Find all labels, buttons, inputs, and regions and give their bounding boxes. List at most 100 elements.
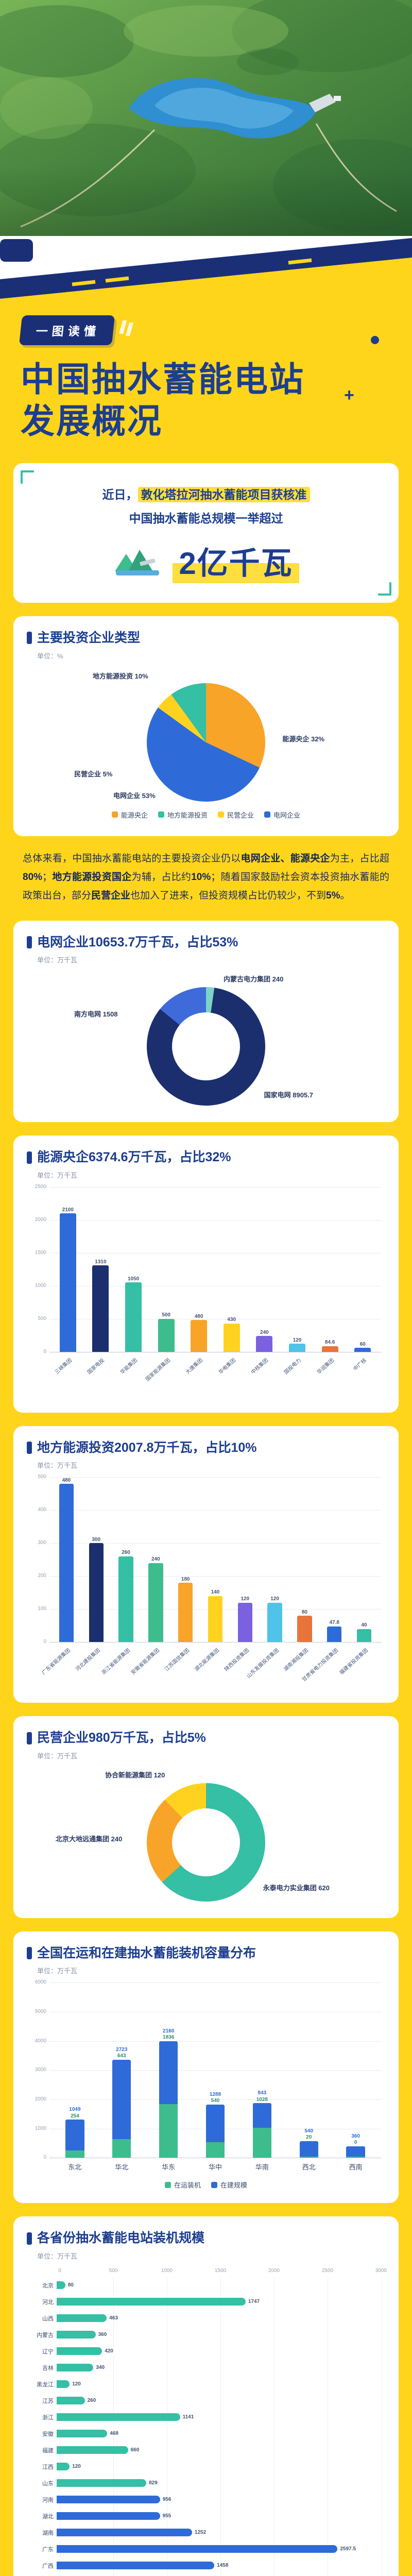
bar-group: 240 (144, 1556, 167, 1642)
bar-track: 1141 (57, 2413, 381, 2421)
legend-label: 电网企业 (273, 811, 301, 819)
category-axis: 东北 华北 华东 华中 华南 西北 西南 (49, 2158, 381, 2172)
gridline (49, 1576, 381, 1577)
bullet-decoration (27, 1151, 32, 1164)
legend-item: 民营企业 (218, 810, 254, 820)
row-label: 浙江 (42, 2414, 54, 2421)
section-title: 全国在运和在建抽水蓄能装机容量分布 (27, 1945, 385, 1962)
legend-label: 在运装机 (174, 2181, 201, 2190)
bar-value: 84.6 (324, 1340, 335, 1346)
category-label-text: 国家能源集团 (144, 1357, 171, 1383)
national-distribution-card: 全国在运和在建抽水蓄能装机容量分布 单位：万千瓦 0 1000 2000 3000 40… (13, 1931, 399, 2204)
category-label: 西北 (288, 2158, 329, 2172)
bar (57, 2413, 180, 2421)
row-label: 河南 (42, 2497, 54, 2503)
bar-value: 500 (162, 1312, 170, 1318)
category-label: 华电集团 (218, 1352, 245, 1399)
unit-label: 单位：万千瓦 (37, 1967, 78, 1975)
bar-track: 660 (57, 2446, 381, 2454)
legend-item: 电网企业 (264, 810, 300, 820)
bar-value-top: 1049 (69, 2107, 81, 2113)
category-label-text: 东北 (68, 2163, 82, 2172)
legend-swatch (211, 2181, 217, 2188)
bar-row: 北京 80 (27, 2277, 385, 2294)
hero-photo (0, 0, 412, 237)
bar-track: 468 (57, 2430, 381, 2438)
bars-row: 2100 1310 1050 500 480 430 240 120 84.6 60 (49, 1187, 381, 1352)
bar-value: 120 (72, 2381, 81, 2387)
bar (158, 1318, 175, 1352)
bar (57, 2314, 107, 2323)
axis-tick: 0 (43, 2155, 46, 2161)
bar-track: 956 (57, 2496, 381, 2504)
bar-track: 829 (57, 2479, 381, 2487)
bar-group: 47.8 (322, 1620, 346, 1642)
bar-value: 1747 (248, 2299, 260, 2305)
category-label-text: 华中 (209, 2163, 222, 2172)
row-label: 河北 (42, 2299, 54, 2306)
summary-segment: 为主，占比超 (330, 853, 389, 864)
summary-segment: 。 (340, 890, 350, 901)
ribbon-decoration (0, 236, 412, 308)
bar-value: 829 (149, 2480, 158, 2486)
legend-swatch (164, 2181, 171, 2188)
bar-value: 300 (92, 1536, 101, 1543)
bar-row: 安徽 468 (27, 2426, 385, 2442)
bar-value-top: 2723 (116, 2046, 128, 2053)
bar-row: 江苏 260 (27, 2393, 385, 2409)
chart-legend: 在运装机 在建规模 (27, 2180, 385, 2190)
intro-card: 近日， 敦化塔拉河抽水蓄能项目获核准 中国抽水蓄能总规模一举超过 2亿千瓦 (13, 463, 399, 603)
legend-swatch (111, 811, 118, 818)
bar (288, 1344, 305, 1352)
bar-row: 江西 120 (27, 2459, 385, 2475)
bar-value-bottom: 1028 (256, 2096, 268, 2103)
pie-callout: 地方能源投资 10% (93, 672, 148, 680)
bars-row: 480 300 260 240 180 140 120 120 80 47.8 40 (49, 1477, 381, 1642)
bar-row: 广西 1458 (27, 2557, 385, 2574)
axis-tick: 300 (38, 1540, 46, 1546)
axis-tick: 100 (38, 1606, 46, 1612)
bar-value: 955 (162, 2513, 171, 2519)
axis-tick: 400 (38, 1507, 46, 1513)
bar-value: 80 (67, 2282, 74, 2289)
province-bar-chart: 0 500 1000 1500 2000 2500 3000 北京 80 河北 1747 山西 463… (27, 2268, 387, 2576)
bar-value-top: 540 (304, 2128, 314, 2134)
row-label: 江苏 (42, 2398, 54, 2404)
legend-swatch (218, 811, 224, 818)
local-soe-bar-chart: 0 100 200 300 400 500 480 300 260 240 180 140 120 120… (27, 1474, 385, 1689)
category-label-text: 华东 (162, 2163, 176, 2172)
bar-value: 120 (270, 1596, 279, 1602)
axis-tick: 2000 (35, 2096, 46, 2102)
axis-tick: 3000 (35, 2067, 46, 2073)
bar-value: 240 (151, 1556, 160, 1563)
donut-callout: 协合新能源集团 120 (105, 1771, 165, 1779)
plot-area: 0 1000 2000 3000 4000 5000 6000 1049 254 2723 643 2… (35, 1979, 381, 2160)
grid-companies-donut-chart: 内蒙古电力集团 240 南方电网 1508 国家电网 8905.7 (27, 972, 385, 1109)
private-companies-card: 民营企业980万千瓦，占比5% 单位：万千瓦 北京大地远通集团 240 协合新能… (13, 1716, 399, 1918)
section-title-text: 电网企业10653.7万千瓦，占比53% (37, 935, 238, 950)
bar-group: 260 (114, 1550, 138, 1642)
bar-row: 海南60 (27, 2574, 385, 2576)
bar-group: 843 1028 (242, 2090, 282, 2158)
legend-swatch (158, 811, 164, 818)
bar-value-top: 2160 (163, 2028, 175, 2034)
chart-legend: 能源央企 地方能源投资 民营企业 电网企业 (27, 810, 385, 820)
bar (57, 2463, 70, 2471)
bar-segment-under-construction (205, 2104, 225, 2142)
bar-group: 60 (349, 1342, 376, 1352)
axis-tick: 200 (38, 1573, 46, 1579)
bar-value: 60 (359, 1341, 366, 1347)
section-title: 民营企业980万千瓦，占比5% (27, 1730, 385, 1747)
summary-segment: 民营企业 (91, 890, 131, 901)
bar-row: 河南 956 (27, 2492, 385, 2508)
bar-segment-in-operation (65, 2150, 84, 2158)
bar (354, 1348, 371, 1352)
bar (57, 2430, 108, 2438)
section-title-text: 各省份抽水蓄能电站装机规模 (37, 2231, 205, 2246)
bar (57, 2446, 128, 2454)
bar-segment-in-operation (252, 2128, 271, 2158)
bar-track: 120 (57, 2380, 381, 2388)
summary-segment: 为辅，占比约 (131, 871, 192, 883)
bar-group: 1050 (120, 1276, 147, 1352)
row-label: 湖南 (42, 2530, 54, 2536)
